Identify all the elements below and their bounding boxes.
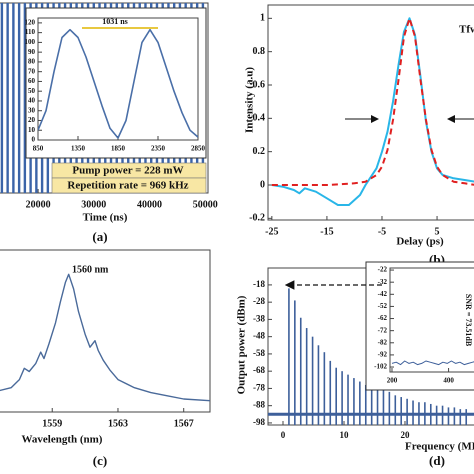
y-tick-label: -98 [253, 417, 265, 427]
plot-frame [267, 4, 474, 221]
annotation: SNR = 73.51dB [464, 294, 473, 347]
y-axis-label: Intensity (a.u) [244, 67, 256, 133]
panel-label: (d) [429, 453, 445, 468]
y-tick-label: 70 [28, 67, 36, 75]
data-line [391, 360, 474, 366]
x-tick-label: 850 [33, 145, 44, 153]
x-axis-label: Frequency (MHz) [405, 441, 474, 453]
x-axis-label: Wavelength (nm) [22, 434, 103, 446]
data-line [271, 17, 474, 186]
y-tick-label: -52 [378, 302, 388, 310]
panel-label: (a) [92, 229, 107, 244]
data-line [38, 28, 198, 139]
x-tick-label: 2350 [151, 145, 166, 153]
data-line [0, 273, 210, 402]
y-tick-label: -22 [378, 266, 388, 274]
y-axis-label: Output power (dBm) [236, 295, 248, 394]
y-tick-label: 120 [25, 18, 36, 26]
y-tick-label: -42 [378, 290, 388, 298]
x-tick-label: 1559 [42, 418, 62, 429]
y-tick-label: -68 [253, 365, 265, 375]
y-tick-label: 50 [28, 87, 36, 95]
y-tick-label: 0 [32, 136, 36, 144]
x-tick-label: -5 [378, 226, 386, 237]
plot-frame [0, 249, 211, 413]
inset-frame [25, 7, 207, 159]
x-tick-label: 400 [443, 377, 454, 385]
annotation: 1031 ns [102, 17, 128, 26]
y-tick-label: 10 [28, 126, 36, 134]
x-tick-label: -25 [265, 226, 278, 237]
y-tick-label: -18 [253, 279, 265, 289]
x-tick-label: 1563 [108, 418, 128, 429]
y-tick-label: 100 [25, 38, 36, 46]
y-tick-label: -72 [378, 326, 388, 334]
x-tick-label: 1850 [111, 145, 126, 153]
panel-label: (c) [93, 453, 107, 468]
y-tick-label: -38 [253, 313, 265, 323]
x-tick-label: 20000 [26, 199, 51, 210]
y-tick-label: -32 [378, 278, 388, 286]
x-tick-label: 0 [281, 430, 286, 440]
y-tick-label: 0.8 [253, 46, 266, 57]
inset-frame [365, 261, 474, 391]
x-tick-label: 20 [400, 430, 410, 440]
y-tick-label: 0 [260, 179, 265, 190]
y-tick-label: -62 [378, 314, 388, 322]
y-tick-label: -0.2 [249, 213, 265, 224]
y-tick-label: 80 [28, 58, 36, 66]
x-axis-label: Delay (ps) [396, 236, 444, 248]
y-tick-label: -78 [253, 382, 265, 392]
x-tick-label: -15 [320, 226, 333, 237]
x-tick-label: 30000 [81, 199, 106, 210]
y-tick-label: 0.2 [253, 146, 266, 157]
annotation: Repetition rate = 969 kHz [67, 180, 188, 192]
annotation: Tfw [459, 24, 474, 36]
y-tick-label: 90 [28, 48, 36, 56]
x-tick-label: 2850 [191, 145, 206, 153]
x-tick-label: 5 [435, 226, 440, 237]
y-tick-label: 20 [28, 116, 36, 124]
y-tick-label: 110 [25, 28, 36, 36]
plot-frame [389, 267, 474, 373]
annotation: 1560 nm [72, 264, 109, 275]
y-tick-label: -58 [253, 348, 265, 358]
y-tick-label: 40 [28, 97, 36, 105]
y-tick-label: 0.4 [253, 113, 266, 124]
y-tick-label: 30 [28, 106, 36, 114]
x-tick-label: 1567 [174, 418, 194, 429]
y-tick-label: -82 [378, 338, 388, 346]
y-tick-label: 60 [28, 77, 36, 85]
y-tick-label: -48 [253, 331, 265, 341]
x-tick-label: 1350 [71, 145, 86, 153]
y-tick-label: 0.6 [253, 79, 266, 90]
y-tick-label: -92 [378, 351, 388, 359]
x-tick-label: 40000 [137, 199, 162, 210]
y-tick-label: -88 [253, 400, 265, 410]
x-tick-label: 50000 [193, 199, 218, 210]
annotation-box [51, 177, 207, 194]
y-tick-label: 1 [260, 13, 265, 24]
annotation: Pump power = 228 mW [72, 165, 183, 177]
y-tick-label: -28 [253, 296, 265, 306]
x-axis-label: Time (ns) [83, 212, 128, 224]
y-tick-label: -102 [374, 363, 387, 371]
x-tick-label: 200 [387, 377, 398, 385]
x-tick-label: 10 [339, 430, 349, 440]
